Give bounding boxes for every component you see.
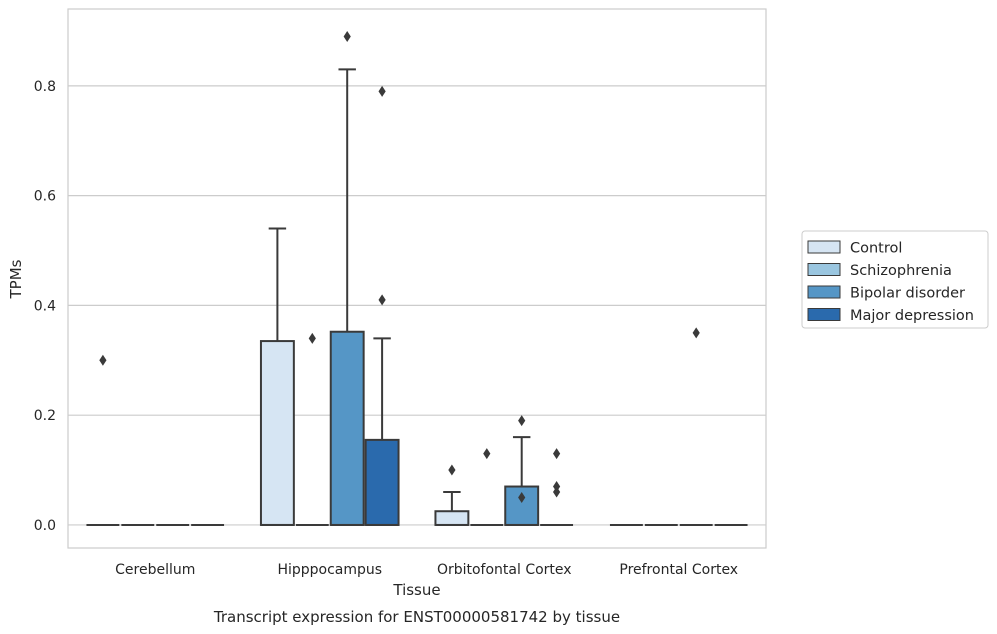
grid-lines — [68, 85, 766, 526]
outlier-point — [308, 332, 316, 344]
chart-caption: Transcript expression for ENST0000058174… — [213, 608, 620, 626]
outlier-point — [378, 294, 386, 306]
x-tick-label: Cerebellum — [115, 562, 195, 578]
box-control — [86, 354, 120, 526]
x-axis-label: Tissue — [392, 581, 440, 599]
box-body — [259, 340, 295, 526]
outlier-point — [378, 85, 386, 97]
legend-swatch — [807, 285, 841, 299]
box-body — [434, 510, 470, 526]
legend-swatch — [807, 263, 841, 276]
plot-frame — [67, 8, 767, 549]
box-body — [364, 438, 400, 526]
legend-label: Major depression — [850, 308, 974, 324]
legend-label: Bipolar disorder — [850, 286, 965, 302]
y-tick-label: 0.6 — [34, 189, 56, 205]
y-tick-label: 0.0 — [34, 518, 56, 534]
y-tick-label: 0.2 — [34, 408, 56, 424]
outlier-point — [518, 492, 526, 504]
box-bipolar-disorder — [504, 415, 540, 526]
x-axis-ticks: Cerebellum Hipppocampus Orbitofontal Corte… — [115, 562, 738, 578]
outlier-point — [553, 448, 561, 460]
outlier-point — [448, 464, 456, 476]
box-body — [329, 330, 365, 526]
x-tick-label: Prefrontal Cortex — [619, 562, 738, 578]
y-axis-ticks: 0.0 0.2 0.4 0.6 0.8 — [34, 79, 56, 534]
outlier-point — [553, 486, 561, 498]
legend-label: Schizophrenia — [850, 263, 952, 279]
y-axis-label: TPMs — [7, 259, 25, 299]
x-tick-label: Orbitofontal Cortex — [437, 562, 572, 578]
outlier-point — [692, 327, 700, 339]
outlier-point — [518, 415, 526, 427]
x-tick-label: Hipppocampus — [277, 562, 382, 578]
y-tick-label: 0.4 — [34, 298, 56, 314]
box-schizophrenia — [470, 448, 504, 526]
legend-swatch — [807, 308, 841, 321]
box-schizophrenia — [295, 332, 329, 526]
box-plot-area — [86, 30, 748, 526]
legend-label: Control — [850, 241, 902, 257]
legend-swatch — [807, 240, 841, 254]
box-major-depression — [364, 85, 400, 526]
legend: Control Schizophrenia Bipolar disorder Majo… — [801, 230, 989, 329]
box-control — [259, 227, 295, 526]
box-bipolar-disorder — [329, 30, 365, 526]
outlier-point — [343, 30, 351, 42]
outlier-point — [483, 448, 491, 460]
box-control — [434, 464, 470, 526]
legend-box — [801, 230, 989, 329]
y-tick-label: 0.8 — [34, 79, 56, 95]
box-major-depression — [540, 448, 574, 526]
outlier-point — [99, 354, 107, 366]
box-bipolar-disorder — [679, 327, 713, 526]
